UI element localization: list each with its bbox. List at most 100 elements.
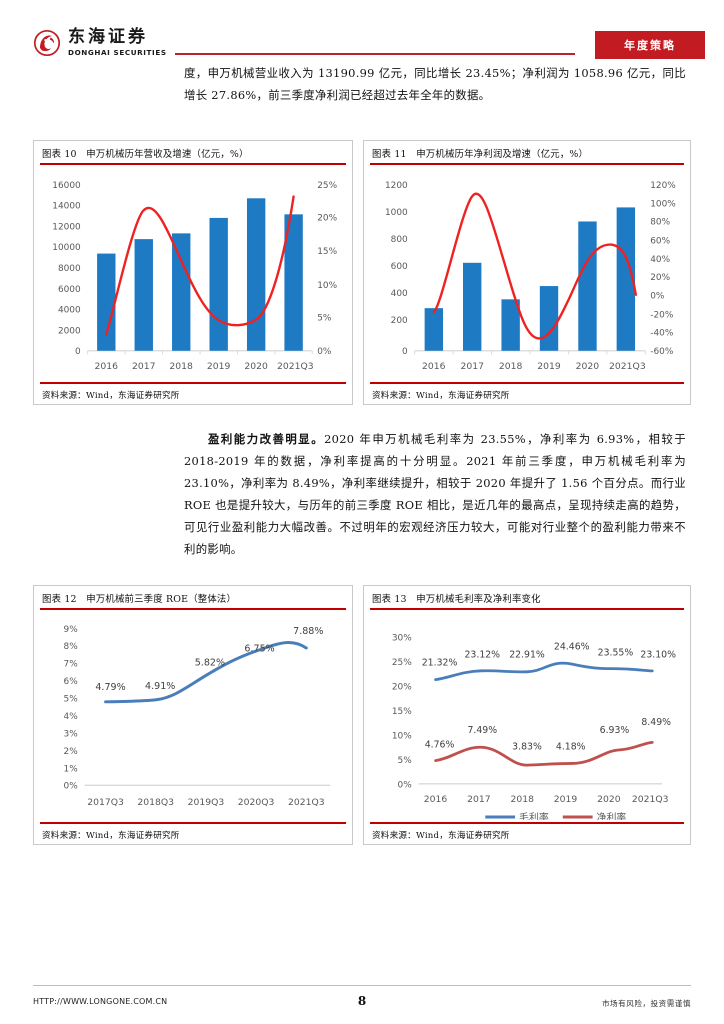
svg-text:2021Q3: 2021Q3 <box>632 794 669 805</box>
fig10-x-axis: 2016 2017 2018 2019 2020 2021Q3 <box>94 361 313 372</box>
svg-text:2020: 2020 <box>244 361 268 372</box>
svg-text:2019Q3: 2019Q3 <box>188 797 225 808</box>
svg-text:14000: 14000 <box>52 202 81 212</box>
figure-11-number: 图表 11 <box>372 149 407 160</box>
figure-13-source: 资料来源：Wind，东海证券研究所 <box>372 831 510 841</box>
fig13-net-margin-line <box>434 740 654 767</box>
paragraph-profitability-lead: 盈利能力改善明显。 <box>208 432 325 446</box>
svg-text:5.82%: 5.82% <box>195 657 225 668</box>
svg-text:800: 800 <box>391 235 408 245</box>
svg-text:6.93%: 6.93% <box>600 725 630 736</box>
figure-11-top-rule <box>370 163 684 165</box>
footer-disclaimer: 市场有风险，投资需谨慎 <box>601 999 691 1008</box>
svg-text:2%: 2% <box>64 747 78 757</box>
svg-text:2018: 2018 <box>499 361 523 372</box>
figure-10-number: 图表 10 <box>42 149 77 160</box>
figure-12-caption: 申万机械前三季度 ROE（整体法） <box>86 594 237 605</box>
svg-text:120%: 120% <box>650 181 676 191</box>
fig12-roe-line <box>104 641 308 704</box>
figure-13-caption: 申万机械毛利率及净利率变化 <box>416 594 541 605</box>
svg-text:2017Q3: 2017Q3 <box>87 797 124 808</box>
svg-text:60%: 60% <box>650 236 670 246</box>
fig13-x-axis: 2016 2017 2018 2019 2020 2021Q3 <box>424 794 669 805</box>
svg-text:9%: 9% <box>64 625 78 635</box>
figure-13-bottom-rule <box>370 822 684 824</box>
svg-text:6000: 6000 <box>58 285 81 295</box>
svg-text:2016: 2016 <box>422 361 446 372</box>
fig13-gross-labels: 21.32% 23.12% 22.91% 24.46% 23.55% 23.10% <box>422 642 676 669</box>
paragraph-revenue-summary: 度，申万机械营业收入为 13190.99 亿元，同比增长 23.45%；净利润为… <box>184 66 686 102</box>
figure-12-chart: 9% 8% 7% 6% 5% 4% 3% 2% 1% 0% 4.79% 4.91% 5.8… <box>64 625 331 808</box>
fig11-x-axis: 2016 2017 2018 2019 2020 2021Q3 <box>422 361 646 372</box>
svg-text:2021Q3: 2021Q3 <box>277 361 314 372</box>
fig12-y-axis: 9% 8% 7% 6% 5% 4% 3% 2% 1% 0% <box>64 625 78 792</box>
svg-text:2018Q3: 2018Q3 <box>137 797 174 808</box>
svg-text:-40%: -40% <box>650 329 673 339</box>
figure-10-top-rule <box>40 163 346 165</box>
fig11-bars <box>424 207 636 351</box>
figure-13-top-rule <box>370 608 684 610</box>
svg-text:100%: 100% <box>650 199 676 209</box>
svg-text:2019: 2019 <box>207 361 231 372</box>
svg-text:-20%: -20% <box>650 310 673 320</box>
figure-11-chart: 1200 1000 800 600 400 200 0 120% 100% 80% 60%… <box>385 181 676 372</box>
figure-12-container: 图表 12 申万机械前三季度 ROE（整体法） 9% 8% 7% 6% 5% 4% 3… <box>33 585 353 845</box>
fig11-growth-line <box>432 192 638 340</box>
svg-text:7.88%: 7.88% <box>293 626 323 637</box>
svg-text:25%: 25% <box>317 181 337 191</box>
fig13-y-axis: 30% 25% 20% 15% 10% 5% 0% <box>392 634 412 791</box>
svg-text:200: 200 <box>391 316 408 326</box>
svg-text:7.49%: 7.49% <box>467 725 497 736</box>
fig12-line-helper <box>106 642 307 702</box>
svg-text:4%: 4% <box>64 712 78 722</box>
svg-text:3.83%: 3.83% <box>512 742 542 753</box>
svg-text:2016: 2016 <box>94 361 118 372</box>
svg-text:24.46%: 24.46% <box>554 642 590 653</box>
svg-text:40%: 40% <box>650 255 670 265</box>
svg-text:0%: 0% <box>317 347 331 357</box>
fig10-bars <box>97 198 303 351</box>
figure-11-bottom-rule <box>370 382 684 384</box>
figure-13-plot: 30% 25% 20% 15% 10% 5% 0% 21.32% 23.12% 22.9… <box>364 610 690 820</box>
svg-text:12000: 12000 <box>52 222 81 232</box>
svg-text:20%: 20% <box>392 683 412 693</box>
svg-text:2016: 2016 <box>424 794 448 805</box>
svg-text:400: 400 <box>391 289 408 299</box>
figure-10-container: 图表 10 申万机械历年营收及增速（亿元，%） 16000 14000 12000… <box>33 140 353 405</box>
footer-website-url[interactable]: HTTP://WWW.LONGONE.COM.CN <box>33 997 168 1006</box>
figure-12-title: 图表 12 申万机械前三季度 ROE（整体法） <box>42 591 346 607</box>
svg-text:2019: 2019 <box>554 794 578 805</box>
svg-text:2017: 2017 <box>132 361 156 372</box>
figure-12-top-rule <box>40 608 346 610</box>
svg-text:15%: 15% <box>317 247 337 257</box>
page-footer: HTTP://WWW.LONGONE.COM.CN 8 市场有风险，投资需谨慎 <box>33 994 691 1016</box>
figure-12-plot: 9% 8% 7% 6% 5% 4% 3% 2% 1% 0% 4.79% 4.91% 5.8… <box>34 610 352 820</box>
figure-11-container: 图表 11 申万机械历年净利润及增速（亿元，%） 1200 1000 800 600… <box>363 140 691 405</box>
svg-text:6%: 6% <box>64 677 78 687</box>
company-logo: 东海证券 DONGHAI SECURITIES <box>33 28 167 58</box>
svg-text:0: 0 <box>402 347 408 357</box>
svg-text:16000: 16000 <box>52 181 81 191</box>
footer-divider-rule <box>33 985 691 987</box>
paragraph-profitability: 盈利能力改善明显。2020 年申万机械毛利率为 23.55%，净利率为 6.93… <box>184 428 686 560</box>
svg-text:7%: 7% <box>64 660 78 670</box>
svg-text:10%: 10% <box>317 281 337 291</box>
svg-text:2020Q3: 2020Q3 <box>238 797 275 808</box>
fig10-y-axis-right: 25% 20% 15% 10% 5% 0% <box>317 181 337 357</box>
svg-text:2018: 2018 <box>169 361 193 372</box>
figure-12-number: 图表 12 <box>42 594 77 605</box>
svg-text:0%: 0% <box>64 782 78 792</box>
figure-10-plot: 16000 14000 12000 10000 8000 6000 4000 2000 … <box>34 165 352 380</box>
svg-text:4.91%: 4.91% <box>145 681 175 692</box>
svg-text:80%: 80% <box>650 218 670 228</box>
figure-11-source: 资料来源：Wind，东海证券研究所 <box>372 391 510 401</box>
svg-text:10000: 10000 <box>52 243 81 253</box>
svg-text:20%: 20% <box>317 213 337 223</box>
logo-english-name: DONGHAI SECURITIES <box>68 48 167 58</box>
svg-text:5%: 5% <box>317 314 331 324</box>
fig11-y-axis-left: 1200 1000 800 600 400 200 0 <box>385 181 408 357</box>
fig12-data-labels: 4.79% 4.91% 5.82% 6.75% 7.88% <box>95 626 323 693</box>
svg-text:2019: 2019 <box>537 361 561 372</box>
